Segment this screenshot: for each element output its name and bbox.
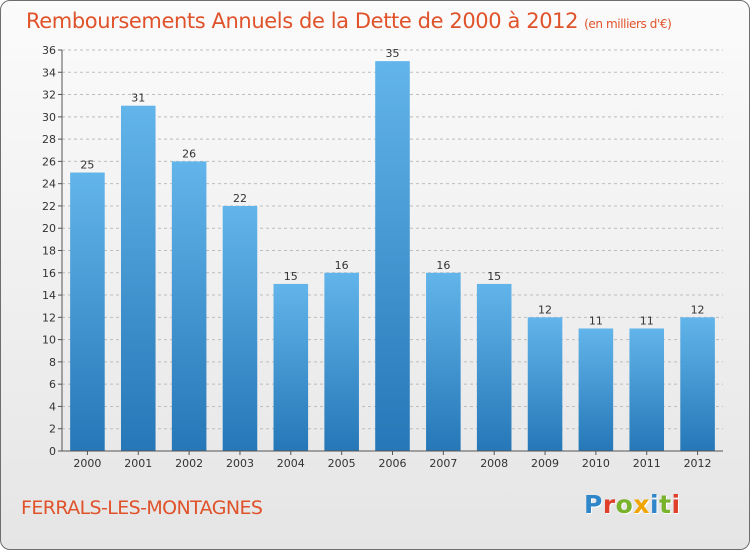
logo-letter: P <box>584 490 603 519</box>
logo-letter: x <box>633 490 650 519</box>
y-tick-label: 2 <box>49 423 56 436</box>
bar <box>426 272 461 451</box>
x-tick-label: 2003 <box>226 457 254 470</box>
bar-value-label: 25 <box>80 159 94 172</box>
x-tick-label: 2007 <box>429 457 457 470</box>
y-tick-label: 4 <box>49 400 56 413</box>
bar <box>70 172 105 451</box>
x-tick-label: 2005 <box>328 457 356 470</box>
bar-value-label: 15 <box>487 270 501 283</box>
y-tick-label: 10 <box>42 334 56 347</box>
chart-unit: (en milliers d'€) <box>584 17 672 31</box>
bar <box>171 161 207 451</box>
bar-value-label: 11 <box>640 314 654 327</box>
bar <box>578 328 614 451</box>
bar-value-label: 31 <box>131 92 145 105</box>
y-tick-label: 0 <box>49 445 56 458</box>
x-tick-label: 2011 <box>633 457 661 470</box>
proxiti-logo: Proxiti <box>584 490 681 519</box>
logo-letter: i <box>650 490 660 519</box>
x-tick-label: 2009 <box>531 457 559 470</box>
chart-title-text: Remboursements Annuels de la Dette de 20… <box>26 9 579 33</box>
chart-title: Remboursements Annuels de la Dette de 20… <box>26 9 672 33</box>
logo-letter: t <box>659 490 672 519</box>
bar <box>273 283 309 451</box>
y-tick-label: 24 <box>42 178 56 191</box>
y-tick-label: 22 <box>42 200 56 213</box>
bar-layer: 25 31 26 22 15 16 35 16 15 12 11 11 12 <box>70 47 715 452</box>
y-tick-label: 12 <box>42 311 56 324</box>
x-tick-label: 2012 <box>684 457 712 470</box>
y-tick-label: 30 <box>42 111 56 124</box>
x-tick-label: 2001 <box>124 457 152 470</box>
y-tick-label: 34 <box>42 66 56 79</box>
bar-value-label: 12 <box>691 303 705 316</box>
y-tick-label: 8 <box>49 356 56 369</box>
bar-value-label: 11 <box>589 314 603 327</box>
y-tick-label: 36 <box>42 44 56 57</box>
y-tick-label: 14 <box>42 289 56 302</box>
x-tick-label: 2002 <box>175 457 203 470</box>
bar <box>527 317 563 451</box>
y-tick-label: 18 <box>42 245 56 258</box>
logo-letter: i <box>671 490 681 519</box>
bar <box>680 317 715 451</box>
y-tick-label: 16 <box>42 267 56 280</box>
bar-value-label: 26 <box>182 147 196 160</box>
logo-letter: r <box>602 490 616 519</box>
y-tick-label: 26 <box>42 155 56 168</box>
x-tick-label: 2004 <box>277 457 305 470</box>
bar-value-label: 15 <box>284 270 298 283</box>
y-tick-label: 6 <box>49 378 56 391</box>
bar-value-label: 22 <box>233 192 247 205</box>
logo-letter: o <box>615 490 634 519</box>
x-tick-label: 2010 <box>582 457 610 470</box>
bar-value-label: 12 <box>538 303 552 316</box>
bar <box>120 105 156 451</box>
bar <box>324 272 359 451</box>
bar-value-label: 16 <box>335 259 349 272</box>
town-name: FERRALS-LES-MONTAGNES <box>21 497 263 519</box>
bar <box>222 205 258 451</box>
bar <box>476 283 512 451</box>
y-tick-label: 20 <box>42 222 56 235</box>
bar <box>375 61 410 452</box>
x-tick-label: 2008 <box>480 457 508 470</box>
x-tick-label: 2000 <box>73 457 101 470</box>
bar-value-label: 35 <box>386 47 400 60</box>
bar <box>629 328 665 451</box>
y-tick-label: 28 <box>42 133 56 146</box>
bar-value-label: 16 <box>436 259 450 272</box>
y-tick-label: 32 <box>42 89 56 102</box>
x-tick-label: 2006 <box>379 457 407 470</box>
